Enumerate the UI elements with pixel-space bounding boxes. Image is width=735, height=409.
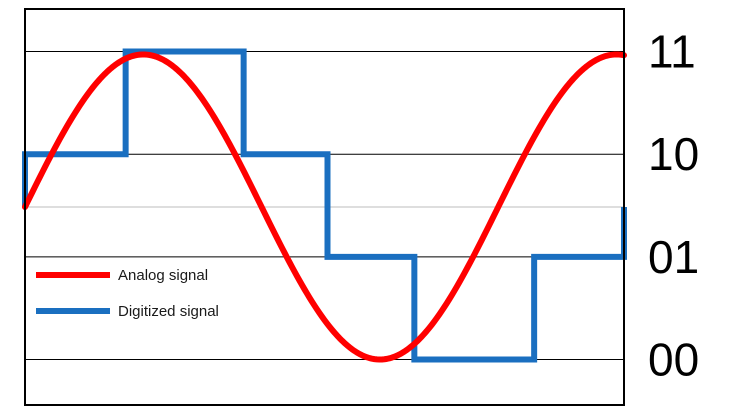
level-label-00: 00 <box>648 334 699 386</box>
series-layer <box>22 48 627 363</box>
series-analog-signal <box>22 51 627 363</box>
level-label-01: 01 <box>648 231 699 283</box>
series-digitized-signal <box>22 48 627 363</box>
level-label-10: 10 <box>648 128 699 180</box>
legend: Analog signal Digitized signal <box>36 267 219 320</box>
level-label-11: 11 <box>648 26 696 78</box>
legend-label-analog-signal: Analog signal <box>118 267 208 284</box>
legend-label-digitized-signal: Digitized signal <box>118 303 219 320</box>
plot-frame <box>24 8 625 406</box>
level-labels: 00 01 10 11 <box>648 26 699 386</box>
